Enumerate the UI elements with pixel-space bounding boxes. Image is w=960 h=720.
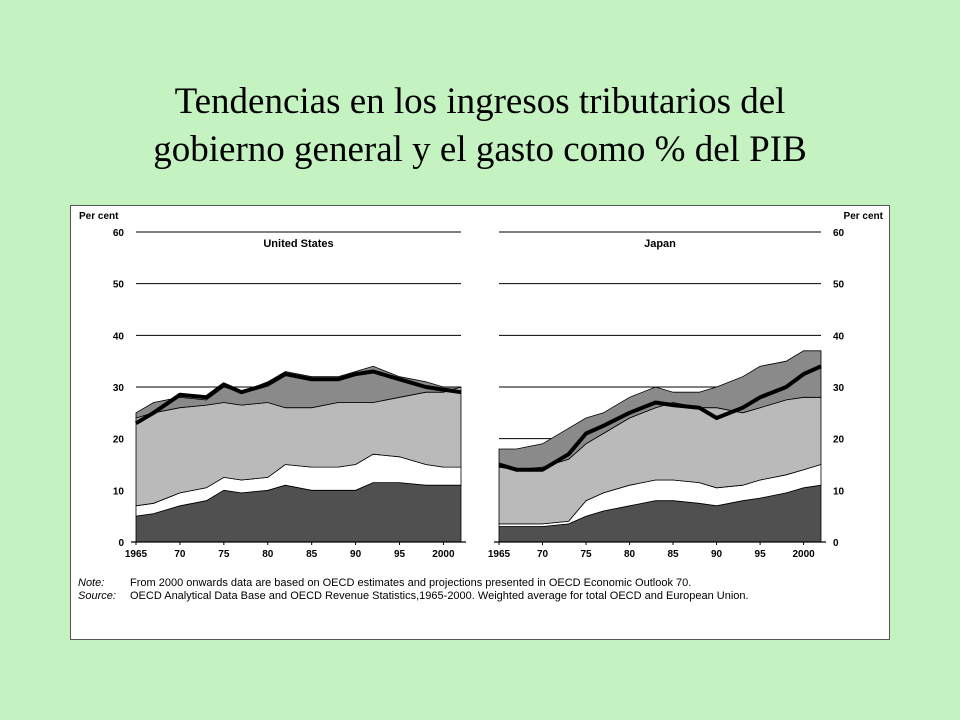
slide-title: Tendencias en los ingresos tributarios d… xyxy=(0,78,960,174)
unit-label-left: Per cent xyxy=(79,211,119,222)
panel-title-japan: Japan xyxy=(644,238,676,250)
y-tick-label: 60 xyxy=(833,228,845,239)
x-tick-label: 75 xyxy=(218,549,230,560)
x-tick-label: 70 xyxy=(174,549,186,560)
x-tick-label: 80 xyxy=(624,549,636,560)
x-tick-label: 85 xyxy=(667,549,679,560)
y-tick-label: 0 xyxy=(833,538,839,549)
y-tick-label: 20 xyxy=(833,435,845,446)
x-tick-label: 2000 xyxy=(432,549,455,560)
x-tick-label: 80 xyxy=(262,549,274,560)
x-tick-label: 90 xyxy=(350,549,362,560)
chart-figure: Per cent Per cent 0 10 20 30 40 50 60 1965 70 75 8… xyxy=(70,205,890,640)
chart-notes: Note: From 2000 onwards data are based o… xyxy=(78,577,888,602)
y-tick-label: 50 xyxy=(833,280,845,291)
note-label: Note: xyxy=(78,577,105,589)
source-label: Source: xyxy=(78,589,116,602)
slide-title-line-1: Tendencias en los ingresos tributarios d… xyxy=(174,81,786,122)
y-tick-label: 60 xyxy=(113,228,125,239)
note-row: Note: From 2000 onwards data are based o… xyxy=(78,577,888,590)
chart-canvas: Per cent Per cent 0 10 20 30 40 50 60 1965 70 75 8… xyxy=(79,211,884,560)
y-tick-label: 0 xyxy=(118,538,124,549)
source-text: OECD Analytical Data Base and OECD Reven… xyxy=(130,589,749,602)
y-tick-label: 30 xyxy=(833,383,845,394)
x-tick-label: 1965 xyxy=(488,549,511,560)
y-tick-label: 40 xyxy=(833,331,845,342)
x-tick-label: 75 xyxy=(580,549,592,560)
y-tick-label: 30 xyxy=(113,383,125,394)
thick-line-series xyxy=(498,364,822,472)
y-tick-label: 10 xyxy=(833,486,845,497)
y-tick-label: 50 xyxy=(113,280,125,291)
panel-title-us: United States xyxy=(263,238,333,250)
note-text: From 2000 onwards data are based on OECD… xyxy=(130,577,692,589)
x-tick-label: 85 xyxy=(306,549,318,560)
thick-line-series xyxy=(134,369,462,425)
x-tick-label: 95 xyxy=(755,549,767,560)
x-tick-label: 95 xyxy=(394,549,406,560)
x-tick-label: 90 xyxy=(711,549,723,560)
source-row: Source: OECD Analytical Data Base and OE… xyxy=(78,590,888,603)
x-tick-label: 2000 xyxy=(792,549,815,560)
x-tick-label: 70 xyxy=(537,549,549,560)
x-tick-label: 1965 xyxy=(125,549,148,560)
y-tick-label: 40 xyxy=(113,331,125,342)
y-tick-label: 10 xyxy=(113,486,125,497)
y-tick-label: 20 xyxy=(113,435,125,446)
unit-label-right: Per cent xyxy=(844,211,884,222)
slide-title-line-2: gobierno general y el gasto como % del P… xyxy=(153,129,807,170)
